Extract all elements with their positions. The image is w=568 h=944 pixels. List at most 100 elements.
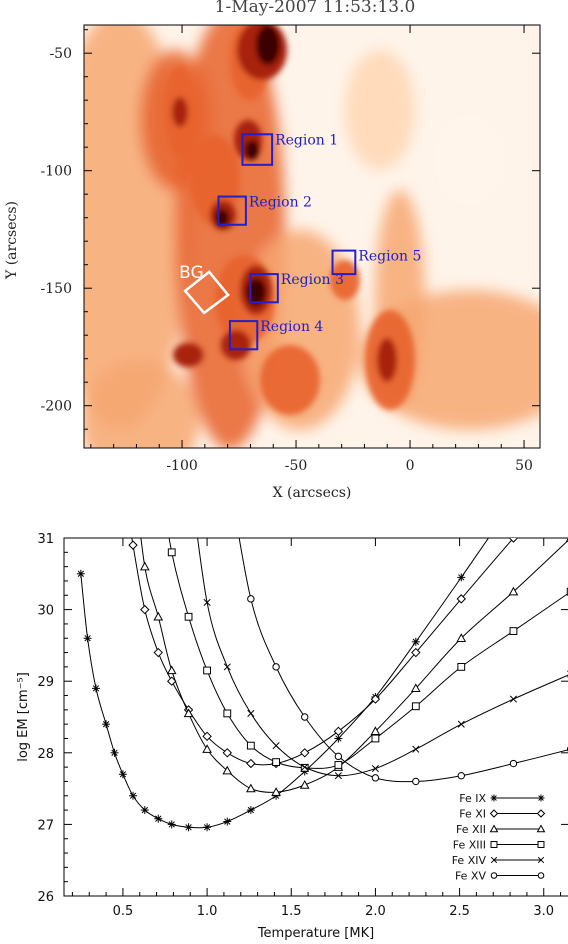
legend-label: Fe XII (456, 823, 486, 836)
cross-marker (203, 598, 211, 606)
marker-stroke (458, 574, 465, 581)
marker-stroke (335, 735, 342, 742)
map-axis-ticks: -100 -50 0 50 -50 -100 -150 -200 (41, 25, 540, 474)
marker-stroke (301, 763, 309, 771)
cross-marker (334, 772, 342, 780)
intensity-map-image (84, 25, 540, 448)
square-marker (537, 841, 545, 848)
plot-x-tick-label: 3.0 (533, 904, 554, 919)
square-marker (272, 758, 281, 767)
marker-stroke (223, 663, 231, 671)
asterisk-marker (537, 794, 545, 802)
map-y-tick-label: -150 (41, 281, 72, 297)
legend: Fe IX Fe XI Fe XII Fe XIII Fe XIV Fe XV (452, 792, 546, 883)
plot-y-axis-label: log EM [cm⁻⁵] (16, 672, 31, 762)
plot-frame (63, 537, 568, 897)
marker-stroke (247, 806, 255, 814)
region-box (228, 320, 259, 351)
region-box (241, 133, 274, 166)
region-label: Region 5 (358, 249, 421, 265)
asterisk-marker (167, 820, 176, 829)
cross-marker (412, 745, 420, 753)
marker-stroke (457, 720, 465, 728)
asterisk-marker (490, 794, 498, 802)
map-y-tick-label: -50 (49, 46, 72, 62)
series-line (238, 538, 568, 783)
square-marker (411, 702, 420, 711)
series-line (197, 538, 568, 777)
circle-marker (371, 774, 380, 782)
diamond-marker (456, 594, 466, 604)
marker-stroke (537, 856, 545, 864)
cross-marker (301, 763, 309, 771)
region-label: Region 2 (249, 195, 312, 211)
diamond-marker (153, 647, 163, 658)
asterisk-marker (140, 806, 149, 815)
diamond-marker (333, 726, 344, 737)
plot-y-tick-label: 31 (37, 532, 54, 547)
asterisk-marker (83, 634, 92, 643)
legend-label: Fe XIII (453, 839, 486, 852)
marker-stroke (203, 598, 211, 606)
marker-stroke (247, 709, 255, 717)
map-x-tick-label: -50 (285, 458, 308, 474)
marker-stroke (119, 771, 127, 778)
region-box (249, 273, 279, 304)
circle-marker (412, 777, 420, 786)
plot-x-tick-label: 2.5 (449, 904, 470, 919)
marker-stroke (84, 635, 91, 642)
map-y-tick-label: -200 (41, 399, 72, 415)
circle-marker (224, 463, 230, 469)
diamond-marker (222, 748, 232, 758)
marker-stroke (491, 795, 497, 801)
bg-region-label: BG (179, 263, 204, 283)
legend-label: Fe XI (459, 808, 486, 821)
circle-marker (272, 663, 280, 671)
asterisk-marker (184, 823, 193, 832)
triangle-marker (222, 765, 233, 775)
asterisk-marker (91, 684, 100, 693)
square-marker (203, 666, 211, 675)
square-marker (300, 763, 309, 772)
triangle-marker (489, 824, 499, 833)
marker-stroke (509, 695, 518, 703)
asterisk-marker (154, 814, 163, 823)
square-marker (490, 841, 498, 848)
diamond-marker (119, 477, 127, 485)
map-panel: 1-May-2007 11:53:13.0 (4, 0, 541, 501)
asterisk-marker (223, 817, 232, 826)
plot-y-tick-label: 30 (37, 604, 54, 619)
asterisk-marker (102, 720, 111, 729)
region-label: Region 3 (281, 272, 344, 288)
marker-stroke (412, 638, 419, 645)
marker-stroke (490, 856, 498, 864)
square-marker (167, 548, 176, 557)
circle-marker (247, 595, 255, 603)
square-marker (155, 463, 162, 470)
marker-stroke (334, 772, 342, 780)
diamond-marker (202, 731, 212, 742)
map-x-tick-label: -100 (166, 458, 197, 474)
map-y-tick-label: -100 (41, 164, 72, 180)
diamond-marker (140, 604, 150, 615)
marker-stroke (185, 824, 192, 831)
legend-label: Fe XIV (452, 854, 487, 867)
series-fe-xv (224, 463, 568, 786)
cross-marker (247, 709, 255, 717)
region-box (331, 249, 357, 276)
map-x-tick-label: 50 (515, 458, 533, 474)
circle-marker (509, 759, 518, 768)
circle-marker (301, 713, 309, 721)
asterisk-marker (246, 806, 255, 815)
triangle-marker (183, 708, 194, 718)
marker-stroke (168, 821, 175, 828)
map-x-axis-label: X (arcsecs) (273, 485, 352, 501)
asterisk-marker (203, 823, 212, 832)
square-marker (223, 709, 232, 718)
asterisk-marker (457, 573, 466, 582)
square-marker (246, 741, 255, 750)
plot-y-tick-label: 27 (37, 818, 54, 833)
marker-stroke (92, 685, 100, 692)
marker-stroke (129, 792, 137, 799)
